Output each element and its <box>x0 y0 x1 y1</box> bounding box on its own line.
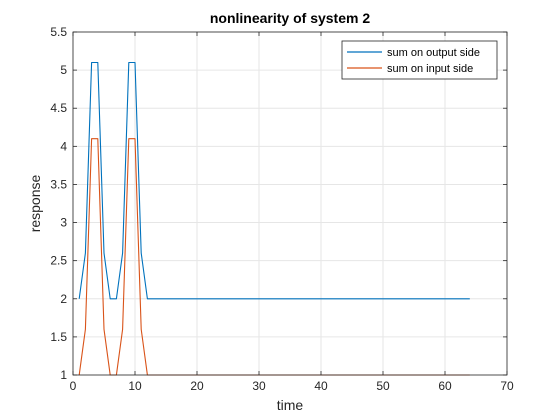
y-tick-label: 3.5 <box>50 177 67 191</box>
plot-area <box>73 32 507 375</box>
y-tick-label: 2.5 <box>50 254 67 268</box>
x-tick-label: 30 <box>252 379 266 393</box>
y-axis-label: response <box>27 174 43 232</box>
x-axis-label: time <box>277 397 304 413</box>
series-layer <box>78 61 470 376</box>
legend-entry-output: sum on output side <box>387 47 480 59</box>
legend: sum on output side sum on input side <box>341 40 498 80</box>
y-tick-label: 4.5 <box>50 101 67 115</box>
series-line-0 <box>78 61 470 300</box>
x-tick-label: 20 <box>190 379 204 393</box>
x-tick-label: 0 <box>70 379 77 393</box>
x-tick-label: 10 <box>128 379 142 393</box>
y-axis-ticks: 1 1.5 2 2.5 3 3.5 4 4.5 5 5.5 <box>50 25 507 382</box>
y-tick-label: 2 <box>60 292 67 306</box>
legend-box <box>341 40 498 80</box>
y-tick-label: 1.5 <box>50 330 67 344</box>
axes <box>72 31 508 376</box>
legend-entry-input: sum on input side <box>387 63 473 75</box>
y-tick-label: 5.5 <box>50 25 67 39</box>
x-axis-ticks: 0 10 20 30 40 50 60 70 <box>70 32 514 393</box>
y-tick-label: 5 <box>60 63 67 77</box>
y-tick-label: 3 <box>60 216 67 230</box>
x-tick-label: 40 <box>314 379 328 393</box>
x-tick-label: 60 <box>438 379 452 393</box>
x-tick-label: 70 <box>500 379 514 393</box>
series-line-1 <box>78 138 470 376</box>
y-tick-label: 4 <box>60 139 67 153</box>
x-tick-label: 50 <box>376 379 390 393</box>
chart-title: nonlinearity of system 2 <box>210 10 370 26</box>
y-tick-label: 1 <box>60 368 67 382</box>
axes-box <box>72 31 508 376</box>
